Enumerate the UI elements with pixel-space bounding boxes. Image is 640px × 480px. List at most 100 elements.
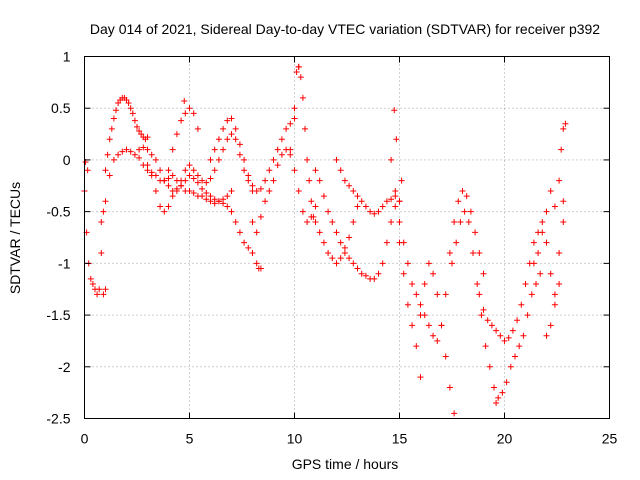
data-point: [113, 107, 119, 114]
data-point: [224, 193, 231, 200]
data-point: [493, 399, 500, 406]
data-point: [551, 301, 558, 308]
data-point: [194, 172, 201, 179]
data-point: [304, 218, 311, 225]
y-tick-label: -0.5: [46, 204, 70, 220]
data-point: [232, 125, 239, 132]
data-point: [470, 250, 476, 257]
data-point: [287, 120, 294, 127]
data-point: [409, 281, 416, 288]
data-point: [287, 146, 294, 153]
data-point: [325, 250, 332, 257]
data-point: [404, 301, 411, 308]
data-point: [530, 239, 537, 246]
data-point: [131, 151, 138, 158]
data-point: [207, 193, 214, 200]
data-point: [249, 182, 256, 189]
data-point: [266, 167, 273, 174]
data-point: [178, 182, 185, 189]
data-point: [228, 208, 235, 215]
data-point: [270, 156, 277, 163]
data-point: [474, 281, 481, 288]
data-point: [98, 250, 105, 257]
data-point: [543, 332, 550, 339]
data-point: [499, 389, 506, 396]
data-point: [199, 193, 206, 200]
data-point: [165, 167, 172, 174]
x-tick-label: 5: [186, 431, 194, 447]
data-point: [125, 100, 132, 107]
data-point: [379, 260, 386, 267]
data-point: [404, 260, 411, 267]
data-point: [245, 172, 252, 179]
data-point: [451, 410, 458, 417]
data-point: [203, 196, 210, 203]
data-point: [325, 208, 332, 215]
data-point: [457, 218, 464, 225]
data-point: [138, 131, 145, 138]
data-point: [346, 255, 353, 262]
data-point: [169, 146, 176, 153]
data-point: [537, 270, 544, 277]
data-point: [333, 229, 340, 236]
data-point: [509, 327, 516, 334]
y-tick-label: 0.5: [51, 100, 71, 116]
data-point: [480, 306, 487, 313]
data-point: [131, 117, 138, 124]
data-point: [409, 322, 416, 329]
data-point: [106, 172, 113, 179]
data-point: [430, 270, 437, 277]
data-point: [341, 244, 348, 251]
data-point: [134, 123, 140, 130]
data-point: [388, 156, 395, 163]
data-point: [346, 182, 353, 189]
data-point: [190, 110, 197, 117]
data-point: [266, 187, 273, 194]
data-point: [560, 218, 567, 225]
data-point: [215, 156, 222, 163]
y-tick-label: 1: [63, 49, 71, 65]
data-point: [110, 156, 117, 163]
data-point: [333, 156, 340, 163]
data-point: [119, 148, 126, 155]
data-point: [211, 196, 218, 203]
data-point: [371, 275, 378, 282]
data-point: [413, 343, 420, 350]
data-point: [199, 185, 206, 192]
data-point: [421, 312, 428, 319]
data-point: [329, 255, 336, 262]
data-point: [507, 363, 514, 370]
data-point: [425, 260, 432, 267]
data-point: [556, 177, 563, 184]
data-point: [249, 218, 256, 225]
data-point: [446, 384, 453, 391]
data-point: [388, 196, 395, 203]
x-tick-label: 10: [287, 431, 303, 447]
data-point: [560, 198, 567, 205]
data-point: [224, 117, 231, 124]
data-point: [543, 208, 550, 215]
data-point: [224, 136, 231, 143]
data-point: [320, 239, 327, 246]
data-point: [455, 198, 462, 205]
data-point: [518, 301, 525, 308]
data-point: [186, 162, 193, 169]
data-point: [228, 115, 235, 122]
data-point: [306, 177, 313, 184]
data-point: [255, 265, 262, 272]
data-point: [96, 286, 103, 293]
chart-title: Day 014 of 2021, Sidereal Day-to-day VTE…: [90, 21, 600, 37]
data-point: [375, 270, 382, 277]
data-point: [333, 260, 340, 267]
data-point: [341, 250, 348, 257]
data-point: [329, 218, 336, 225]
data-point: [270, 177, 277, 184]
data-point: [89, 281, 96, 288]
data-point: [308, 198, 315, 205]
data-point: [442, 291, 449, 298]
data-point: [152, 187, 159, 194]
data-point: [108, 125, 115, 132]
data-point: [182, 167, 189, 174]
data-point: [253, 187, 260, 194]
